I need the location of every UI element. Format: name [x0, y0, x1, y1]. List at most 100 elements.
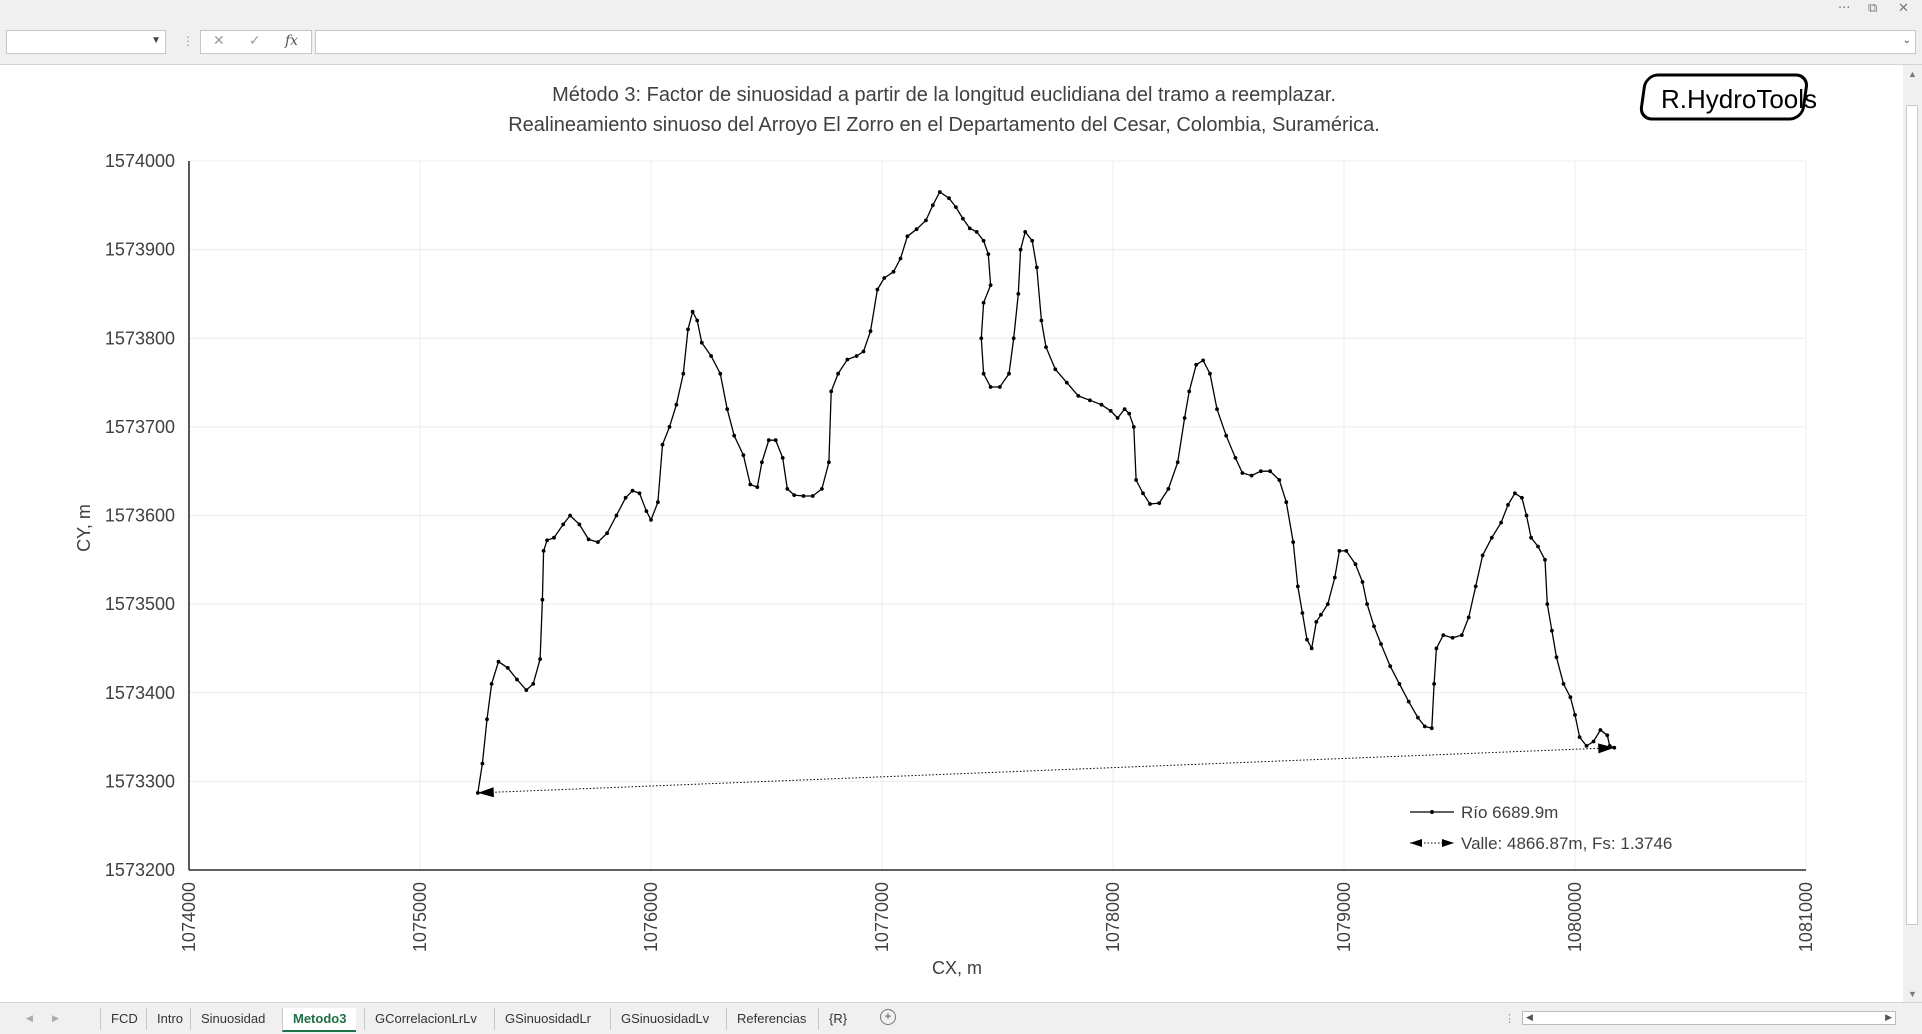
legend-valle-label: Valle: 4866.87m, Fs: 1.3746	[1461, 834, 1672, 853]
vertical-scrollbar[interactable]: ▲ ▼	[1903, 65, 1922, 1002]
series-rio-point	[1249, 473, 1254, 478]
tab-gcorrelacionlrlv[interactable]: GCorrelacionLrLv	[364, 1008, 487, 1030]
series-rio-point	[1506, 503, 1510, 507]
y-tick-label: 1573700	[105, 417, 175, 437]
series-rio-point	[1277, 478, 1282, 482]
tab-metodo3[interactable]: Metodo3	[282, 1008, 357, 1032]
series-rio-point	[1284, 500, 1289, 505]
series-rio-point	[1612, 745, 1617, 750]
scroll-split-grip-icon: ⋮	[1504, 1013, 1515, 1025]
next-sheet-icon[interactable]: ▶	[52, 1013, 59, 1023]
series-rio-point	[792, 493, 797, 497]
series-rio-point	[1076, 394, 1081, 398]
series-rio-point	[845, 357, 850, 362]
legend-rio-marker	[1430, 810, 1434, 814]
series-rio-point	[1127, 411, 1132, 416]
series-rio-point	[1577, 735, 1582, 739]
vertical-scroll-thumb[interactable]	[1906, 105, 1918, 925]
tab-gsinuosidadlr[interactable]: GSinuosidadLr	[494, 1008, 601, 1030]
series-rio-point	[1473, 584, 1478, 589]
series-rio-point	[1319, 612, 1323, 617]
expand-formula-bar-icon[interactable]: ⌄	[1902, 35, 1911, 46]
series-rio-point	[1520, 495, 1524, 500]
series-rio-point	[1388, 664, 1393, 669]
legend: Río 6689.9m Valle: 4866.87m, Fs: 1.3746	[1410, 803, 1672, 853]
y-tick-label: 1573400	[105, 683, 175, 703]
series-rio-point	[875, 287, 880, 292]
series-rio-point	[1007, 371, 1011, 376]
series-rio-point	[681, 371, 686, 376]
series-rio-point	[827, 460, 831, 465]
horizontal-scrollbar[interactable]: ◀ ▶	[1522, 1011, 1896, 1025]
series-rio-point	[1584, 744, 1589, 748]
y-tick-label: 1573200	[105, 860, 175, 880]
series-rio-point	[1300, 611, 1305, 615]
series-rio-point	[1314, 620, 1319, 624]
series-rio-point	[649, 518, 653, 522]
series-rio-point	[1524, 513, 1529, 518]
series-rio-point	[674, 402, 679, 407]
series-rio-point	[1233, 456, 1238, 460]
prev-sheet-icon[interactable]: ◀	[26, 1013, 33, 1023]
series-rio-point	[1258, 469, 1263, 474]
series-rio-point	[1208, 371, 1212, 376]
scroll-down-icon[interactable]: ▼	[1908, 989, 1917, 999]
tab-r[interactable]: {R}	[818, 1008, 857, 1030]
series-rio-point	[868, 329, 873, 334]
enter-icon[interactable]: ✓	[249, 33, 261, 49]
x-tick-label: 1079000	[1334, 882, 1354, 952]
name-box[interactable]: ▼	[6, 30, 166, 54]
series-valle-arrow-end	[1598, 743, 1615, 754]
series-rio-point	[1561, 682, 1566, 686]
close-icon[interactable]: ✕	[1898, 1, 1909, 16]
series-rio-point	[1016, 292, 1021, 296]
chart[interactable]: Método 3: Factor de sinuosidad a partir …	[42, 68, 1858, 1000]
series-rio-point	[891, 269, 896, 274]
insert-function-icon[interactable]: fx	[285, 33, 299, 49]
series-rio-point	[820, 487, 824, 491]
series-rio-point	[755, 485, 760, 489]
tab-fcd[interactable]: FCD	[100, 1008, 148, 1030]
y-tick-label: 1573300	[105, 771, 175, 791]
series-rio-point	[690, 309, 695, 314]
scroll-up-icon[interactable]: ▲	[1908, 69, 1917, 79]
y-tick-label: 1573900	[105, 240, 175, 260]
series-rio-point	[1240, 471, 1245, 475]
formula-input[interactable]: ⌄	[315, 30, 1916, 54]
series-rio-point	[760, 460, 764, 465]
gridlines	[189, 160, 1807, 870]
series-rio-point	[568, 513, 572, 518]
series-rio-point	[1568, 695, 1573, 700]
series-rio-point	[1406, 699, 1411, 704]
tab-referencias[interactable]: Referencias	[726, 1008, 816, 1030]
chart-title: Método 3: Factor de sinuosidad a partir …	[552, 84, 1336, 106]
series-rio-point	[489, 682, 494, 686]
more-options-icon[interactable]: ···	[1838, 1, 1851, 16]
scroll-left-icon[interactable]: ◀	[1526, 1012, 1533, 1022]
series-rio-point	[577, 522, 582, 527]
scroll-right-icon[interactable]: ▶	[1885, 1012, 1892, 1022]
tab-intro[interactable]: Intro	[146, 1008, 193, 1030]
series-rio-point	[630, 488, 635, 493]
x-tick-label: 1076000	[641, 882, 661, 952]
series-rio-point	[732, 433, 737, 438]
series-rio-point	[905, 234, 910, 239]
add-sheet-icon[interactable]: +	[880, 1009, 896, 1025]
name-box-dropdown-icon[interactable]: ▼	[151, 35, 161, 46]
series-rio-point	[1573, 713, 1577, 717]
tab-gsinuosidadlv[interactable]: GSinuosidadLv	[610, 1008, 719, 1030]
series-rio-point	[524, 688, 529, 692]
restore-icon[interactable]: ⧉	[1868, 1, 1878, 16]
cancel-icon[interactable]: ✕	[213, 33, 225, 49]
series-rio-point	[1305, 637, 1309, 642]
series-rio-point	[480, 761, 485, 766]
series-rio-point	[1039, 318, 1044, 323]
x-tick-label: 1075000	[410, 882, 430, 952]
series-rio-point	[660, 442, 665, 447]
y-tick-label: 1573600	[105, 506, 175, 526]
series-rio-point	[882, 276, 887, 280]
legend-valle-arrow-right	[1442, 839, 1454, 847]
series-rio-point	[656, 500, 660, 505]
series-rio-point	[961, 216, 965, 221]
tab-sinuosidad[interactable]: Sinuosidad	[190, 1008, 275, 1030]
